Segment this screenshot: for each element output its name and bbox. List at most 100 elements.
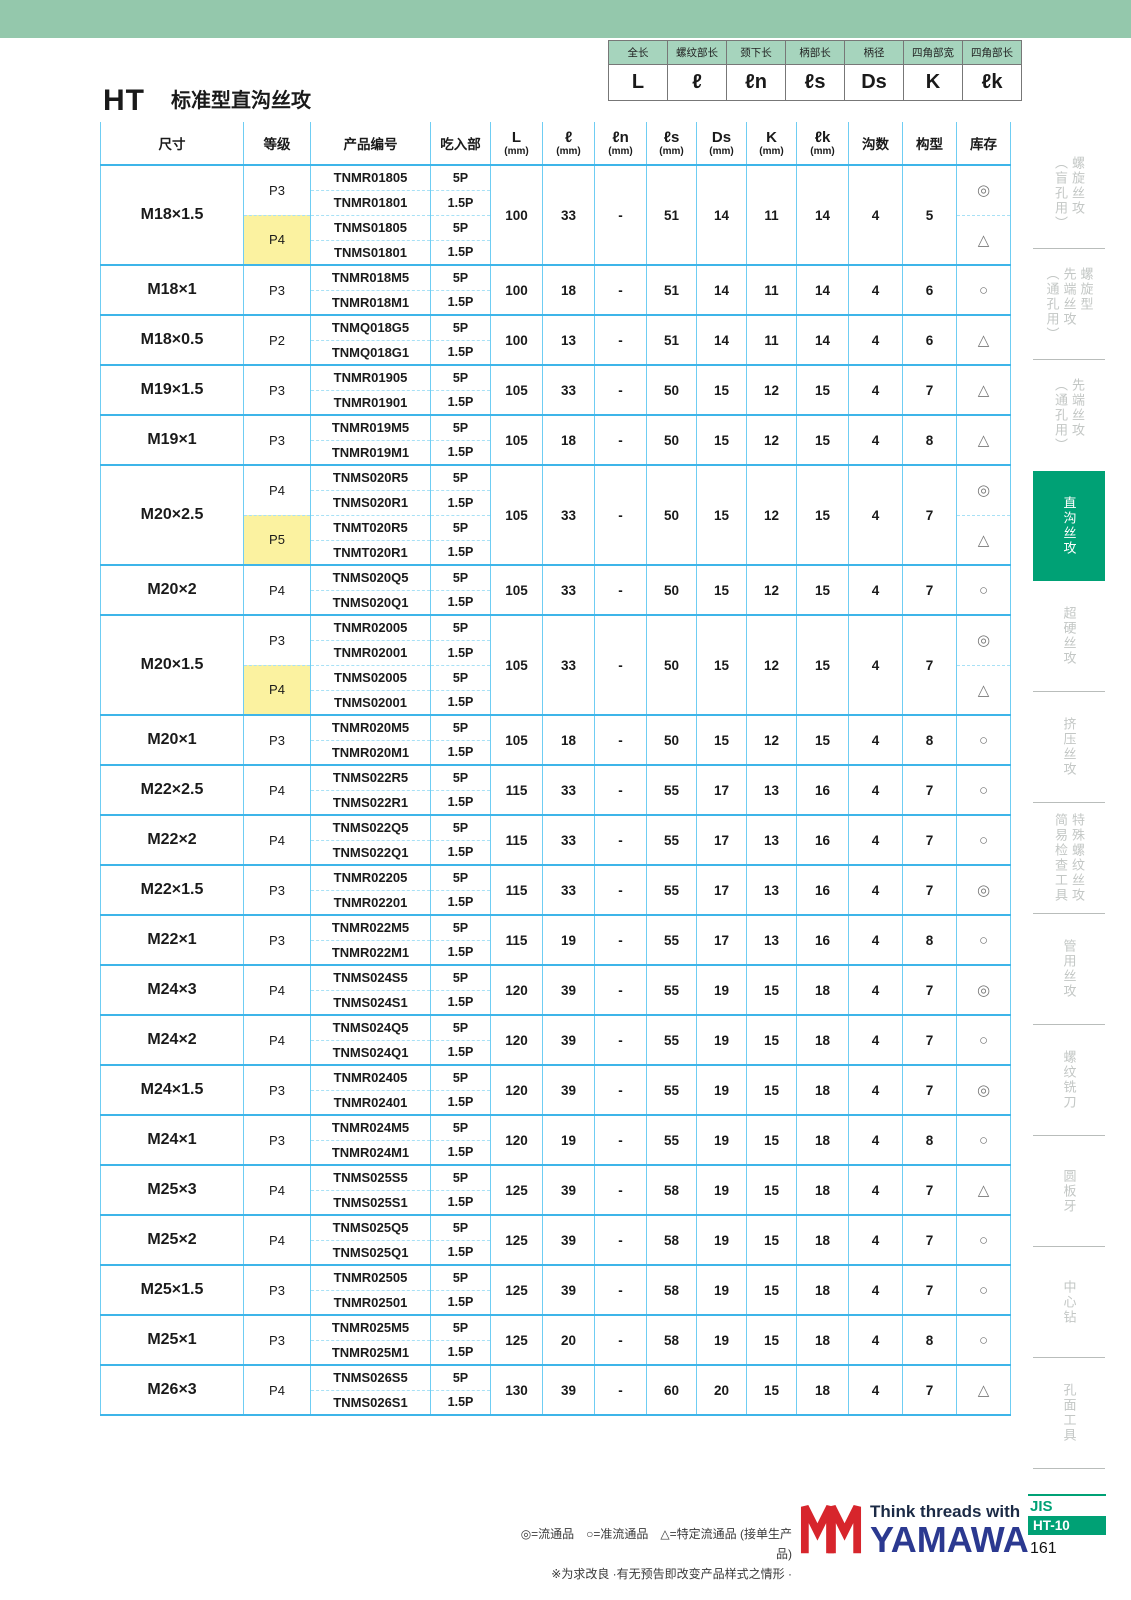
dim-cell-Ds: 19 (696, 1164, 747, 1215)
dim-cell-Ds: 19 (696, 1314, 747, 1365)
dim-cell-lk: 16 (796, 914, 849, 965)
table-row: TNMS020R1 1.5P (101, 489, 1011, 515)
dim-cell-K: 12 (746, 414, 797, 465)
table-row: M18×1.5 P3 TNMR01805 5P 100 33-51 14 11 14 4 5 ◎ (100, 164, 1011, 265)
sidebar-item-label: 特殊螺纹丝攻 简易检查工具 (1053, 813, 1085, 903)
product-code-cell: TNMS022Q5 (310, 814, 431, 840)
table-row: M24×1 P3 TNMR024M5 5P 120 19-55 19 15 18 4 8 ○ (100, 1114, 1011, 1165)
grade-cell: P4 (243, 964, 311, 1015)
grade-cell: P4 (243, 814, 311, 865)
dim-cell-ln: - (594, 164, 647, 265)
grade-cell: P4 (243, 214, 311, 265)
dim-cell-K: 12 (746, 464, 797, 565)
table-row: TNMQ018G1 1.5P (101, 339, 1011, 365)
product-code-cell: TNMR01801 (310, 189, 431, 215)
size-cell: M18×1 (100, 264, 244, 315)
chamfer-cell: 1.5P (430, 639, 491, 665)
dim-cell-K: 15 (746, 1314, 797, 1365)
dim-cell-lk: 15 (796, 414, 849, 465)
product-code-cell: TNMR02401 (310, 1089, 431, 1115)
dim-cell-l: 19 (542, 1114, 595, 1165)
product-code-cell: TNMQ018G5 (310, 314, 431, 340)
dim-cell-flutes: 4 (848, 314, 903, 365)
table-row: TNMS01801 1.5P (101, 239, 1011, 265)
chamfer-cell: 1.5P (430, 739, 491, 765)
dim-cell-type: 7 (902, 464, 957, 565)
dim-cell-flutes: 4 (848, 914, 903, 965)
dim-cell-ls: 55 (646, 1014, 697, 1065)
dim-cell-flutes: 4 (848, 1364, 903, 1415)
product-code-cell: TNMR02405 (310, 1064, 431, 1090)
top-green-bar (0, 0, 1131, 38)
table-row: M18×0.5 P2 TNMQ018G5 5P 100 13-51 14 11 14 4 6 △ (100, 314, 1011, 365)
dim-cell-type: 7 (902, 1214, 957, 1265)
dim-cell-L: 105 (490, 364, 543, 415)
dim-cell-lk: 18 (796, 964, 849, 1015)
size-cell: M22×2.5 (100, 764, 244, 815)
legend-symbol: ℓ (667, 64, 727, 101)
page-title-code: HT (103, 84, 145, 117)
dim-cell-L: 130 (490, 1364, 543, 1415)
size-cell: M24×1 (100, 1114, 244, 1165)
legend-col-header: 颈下长 (726, 40, 786, 65)
size-cell: M25×1 (100, 1314, 244, 1365)
dim-cell-Ds: 15 (696, 714, 747, 765)
dim-cell-flutes: 4 (848, 964, 903, 1015)
dim-cell-K: 15 (746, 1264, 797, 1315)
table-row: TNMR02501 1.5P (101, 1289, 1011, 1315)
stock-cell: △ (956, 364, 1011, 415)
sidebar-item-label: 孔面工具 (1061, 1383, 1077, 1443)
dim-cell-L: 105 (490, 614, 543, 715)
grade-cell: P5 (243, 514, 311, 565)
stock-cell: △ (956, 514, 1011, 565)
sidebar-item-10: 圆板牙 (1033, 1136, 1105, 1247)
dim-cell-K: 15 (746, 1214, 797, 1265)
stock-cell: ○ (956, 264, 1011, 315)
sidebar-item-5: 超硬丝攻 (1033, 581, 1105, 692)
product-code-cell: TNMS01801 (310, 239, 431, 265)
chamfer-cell: 1.5P (430, 389, 491, 415)
product-code-cell: TNMS022R1 (310, 789, 431, 815)
dim-cell-Ds: 17 (696, 764, 747, 815)
grade-cell: P2 (243, 314, 311, 365)
stock-cell: ○ (956, 1214, 1011, 1265)
chamfer-cell: 5P (430, 964, 491, 990)
product-code-cell: TNMS025S5 (310, 1164, 431, 1190)
grade-cell: P3 (243, 414, 311, 465)
col-header: 库存 (956, 122, 1011, 166)
dim-cell-Ds: 19 (696, 964, 747, 1015)
dim-cell-K: 11 (746, 314, 797, 365)
dim-cell-Ds: 15 (696, 364, 747, 415)
table-row: P4 TNMS01805 5P △ (101, 214, 1011, 265)
chamfer-cell: 5P (430, 1014, 491, 1040)
col-header: 等级 (243, 122, 311, 166)
chamfer-cell: 5P (430, 864, 491, 890)
dim-cell-L: 100 (490, 314, 543, 365)
product-code-cell: TNMS02005 (310, 664, 431, 690)
dim-cell-ls: 58 (646, 1314, 697, 1365)
table-row: M24×3 P4 TNMS024S5 5P 120 39-55 19 15 18 4 7 ◎ (100, 964, 1011, 1015)
grade-cell: P3 (243, 914, 311, 965)
chamfer-cell: 5P (430, 814, 491, 840)
sidebar-item-label: 螺纹铣刀 (1061, 1050, 1077, 1110)
grade-cell: P3 (243, 1264, 311, 1315)
legend-symbol: L (608, 64, 668, 101)
dim-cell-ln: - (594, 764, 647, 815)
dim-cell-type: 7 (902, 614, 957, 715)
dim-cell-type: 7 (902, 864, 957, 915)
product-code-cell: TNMR020M1 (310, 739, 431, 765)
chamfer-cell: 5P (430, 1064, 491, 1090)
table-row: M25×1 P3 TNMR025M5 5P 125 20-58 19 15 18 4 8 ○ (100, 1314, 1011, 1365)
dim-cell-Ds: 19 (696, 1264, 747, 1315)
dim-cell-lk: 14 (796, 264, 849, 315)
size-cell: M18×1.5 (100, 164, 244, 265)
stock-cell: ◎ (956, 164, 1011, 215)
product-code-cell: TNMR02501 (310, 1289, 431, 1315)
dim-cell-ls: 55 (646, 964, 697, 1015)
chamfer-cell: 1.5P (430, 889, 491, 915)
size-cell: M20×1 (100, 714, 244, 765)
size-cell: M22×1 (100, 914, 244, 965)
dim-cell-type: 7 (902, 814, 957, 865)
grade-cell: P3 (243, 1314, 311, 1365)
table-row: P4 TNMS02005 5P △ (101, 664, 1011, 715)
